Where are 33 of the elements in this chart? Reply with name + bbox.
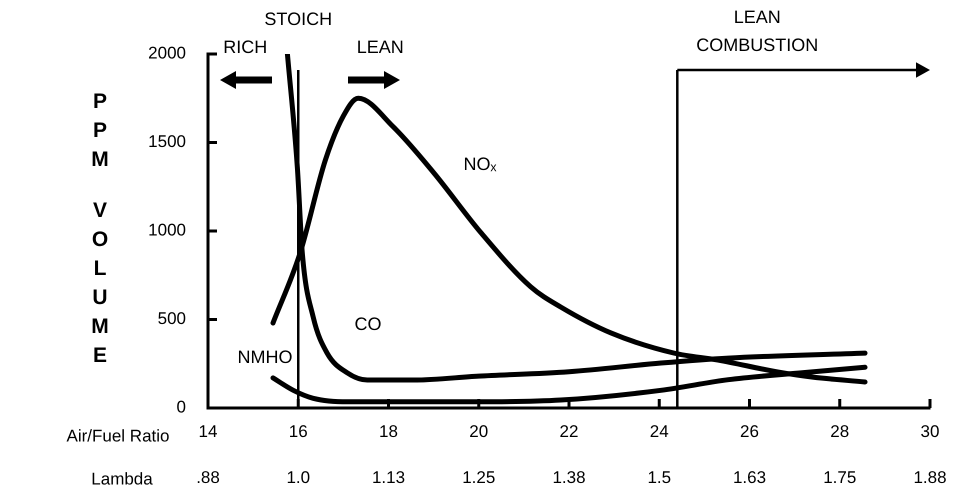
- annotation: RICH: [223, 36, 268, 57]
- x2-tick-label: 1.25: [462, 468, 496, 487]
- text: PPM VOLUME: [91, 90, 109, 367]
- x2-tick-label: 1.75: [823, 468, 856, 487]
- x-axis-title: Air/Fuel Ratio: [66, 426, 170, 446]
- annotation: LEAN: [356, 36, 404, 57]
- x-tick-label: 24: [650, 422, 669, 441]
- ref-line-label: LEAN COMBUSTION: [696, 6, 818, 55]
- x-tick-label: 16: [288, 422, 308, 441]
- x-tick-label: 26: [740, 422, 759, 441]
- ref-line-label: STOICH: [264, 8, 332, 29]
- x2-tick-label: 1.0: [286, 468, 310, 487]
- y-tick-label: 1500: [148, 132, 186, 152]
- x-tick-label: 14: [198, 422, 218, 441]
- x-tick-label: 20: [469, 422, 488, 441]
- x2-tick-label: .88: [196, 468, 220, 487]
- x2-tick-label: 1.88: [913, 468, 947, 487]
- x-tick-label: 22: [560, 422, 578, 441]
- annotation: CO: [354, 314, 382, 334]
- x2-axis-title: Lambda: [91, 470, 154, 489]
- annotation: NOₓ: [464, 154, 497, 174]
- y-tick-label: 500: [158, 309, 186, 328]
- y-tick-label: 0: [176, 398, 186, 417]
- x2-tick-label: 1.63: [732, 468, 766, 487]
- x-tick-label: 30: [920, 422, 940, 441]
- x-tick-label: 28: [830, 422, 850, 441]
- x2-tick-label: 1.13: [372, 468, 406, 487]
- y-tick-label: 1000: [148, 220, 186, 240]
- y-tick-label: 2000: [148, 44, 186, 63]
- x2-tick-label: 1.38: [552, 468, 586, 487]
- x-tick-label: 18: [379, 422, 398, 441]
- x2-tick-label: 1.5: [647, 468, 672, 487]
- annotation: NMHO: [238, 346, 292, 367]
